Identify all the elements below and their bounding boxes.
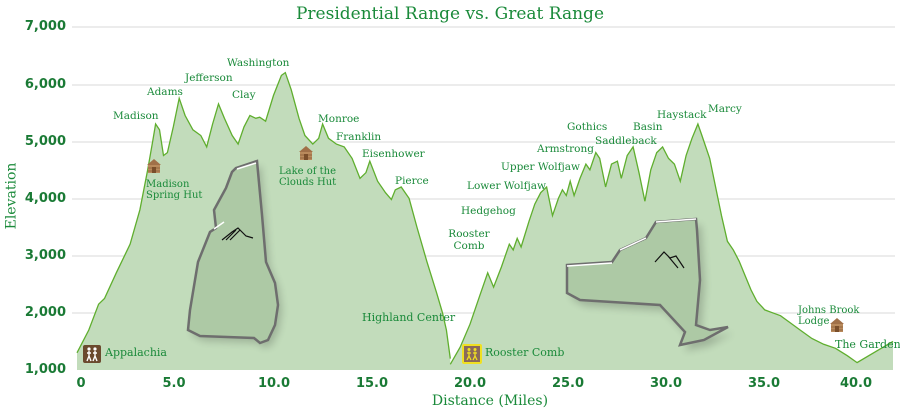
peak-label-rooster-comb-line2: Comb (453, 240, 485, 252)
x-tick-20: 20.0 (453, 376, 487, 391)
x-tick-0: 0 (76, 376, 86, 391)
x-tick-35: 35.0 (747, 376, 781, 391)
hut-label-line1: Madison (146, 179, 190, 190)
y-axis-label: Elevation (3, 162, 20, 230)
great-range-profile-line (449, 122, 894, 365)
hut-label-line2: Clouds Hut (279, 177, 337, 188)
gridlines (72, 26, 895, 314)
peak-label-franklin: Franklin (336, 131, 382, 143)
y-tick-7000: 7,000 (24, 19, 66, 34)
peak-label-eisenhower: Eisenhower (362, 148, 425, 160)
x-tick-30: 30.0 (649, 376, 683, 391)
new-hampshire-outline (186, 159, 280, 345)
y-tick-3000: 3,000 (24, 248, 66, 263)
hiker-icon (83, 345, 101, 363)
peak-label-basin: Basin (633, 121, 663, 133)
peak-label-lower-wolfjaw: Lower Wolfjaw (467, 180, 547, 192)
presidential-profile-line (76, 71, 451, 359)
x-tick-25: 25.0 (551, 376, 585, 391)
trailhead-label-rooster-comb: Rooster Comb (485, 346, 565, 359)
x-tick-5: 5.0 (162, 376, 186, 391)
peak-label-haystack: Haystack (657, 109, 707, 121)
hut-label-lake-of-the-clouds: Lake of the Clouds Hut (279, 166, 337, 188)
trailhead-label-the-garden: The Garden (835, 338, 900, 351)
peak-label-rooster-comb: Rooster Comb (448, 228, 490, 252)
trailhead-label-highland-center: Highland Center (362, 311, 456, 324)
peak-label-jefferson: Jefferson (185, 72, 233, 84)
peak-label-marcy: Marcy (708, 103, 742, 115)
y-tick-2000: 2,000 (24, 305, 66, 320)
y-tick-5000: 5,000 (24, 134, 66, 149)
peak-label-washington: Washington (227, 57, 290, 69)
peak-label-adams: Adams (147, 86, 183, 98)
peak-label-pierce: Pierce (395, 175, 429, 187)
peak-label-gothics: Gothics (567, 121, 608, 133)
y-tick-4000: 4,000 (24, 191, 66, 206)
peak-label-madison: Madison (113, 110, 159, 122)
peak-label-clay: Clay (232, 89, 256, 101)
hut-label-line1: Johns Brook (798, 305, 860, 316)
peak-label-upper-wolfjaw: Upper Wolfjaw (501, 161, 581, 173)
hut-label-line2: Lodge (798, 316, 830, 327)
mountain-icon (221, 227, 254, 241)
x-axis-label: Distance (Miles) (431, 393, 549, 409)
peak-label-monroe: Monroe (318, 113, 360, 125)
hut-label-madison-spring: Madison Spring Hut (146, 179, 202, 201)
x-tick-40: 40.0 (839, 376, 873, 391)
y-tick-6000: 6,000 (24, 77, 66, 92)
peak-label-saddleback: Saddleback (595, 135, 657, 147)
hut-label-johns-brook-lodge: Johns Brook Lodge (798, 305, 859, 327)
cabin-icon (298, 145, 314, 161)
x-tick-10: 10.0 (257, 376, 291, 391)
cabin-icon (146, 158, 162, 174)
mountain-icon (654, 251, 685, 269)
x-tick-15: 15.0 (355, 376, 389, 391)
peak-label-hedgehog: Hedgehog (461, 205, 516, 217)
cabin-icon (829, 317, 845, 333)
hut-label-line1: Lake of the (279, 166, 337, 177)
hut-label-line2: Spring Hut (146, 190, 203, 201)
hiker-icon (462, 344, 482, 364)
peak-label-armstrong: Armstrong (537, 143, 594, 155)
peak-label-rooster-comb-line1: Rooster (448, 228, 490, 240)
chart-title: Presidential Range vs. Great Range (295, 4, 605, 24)
y-tick-1000: 1,000 (24, 362, 66, 377)
trailhead-label-appalachia: Appalachia (105, 346, 167, 359)
